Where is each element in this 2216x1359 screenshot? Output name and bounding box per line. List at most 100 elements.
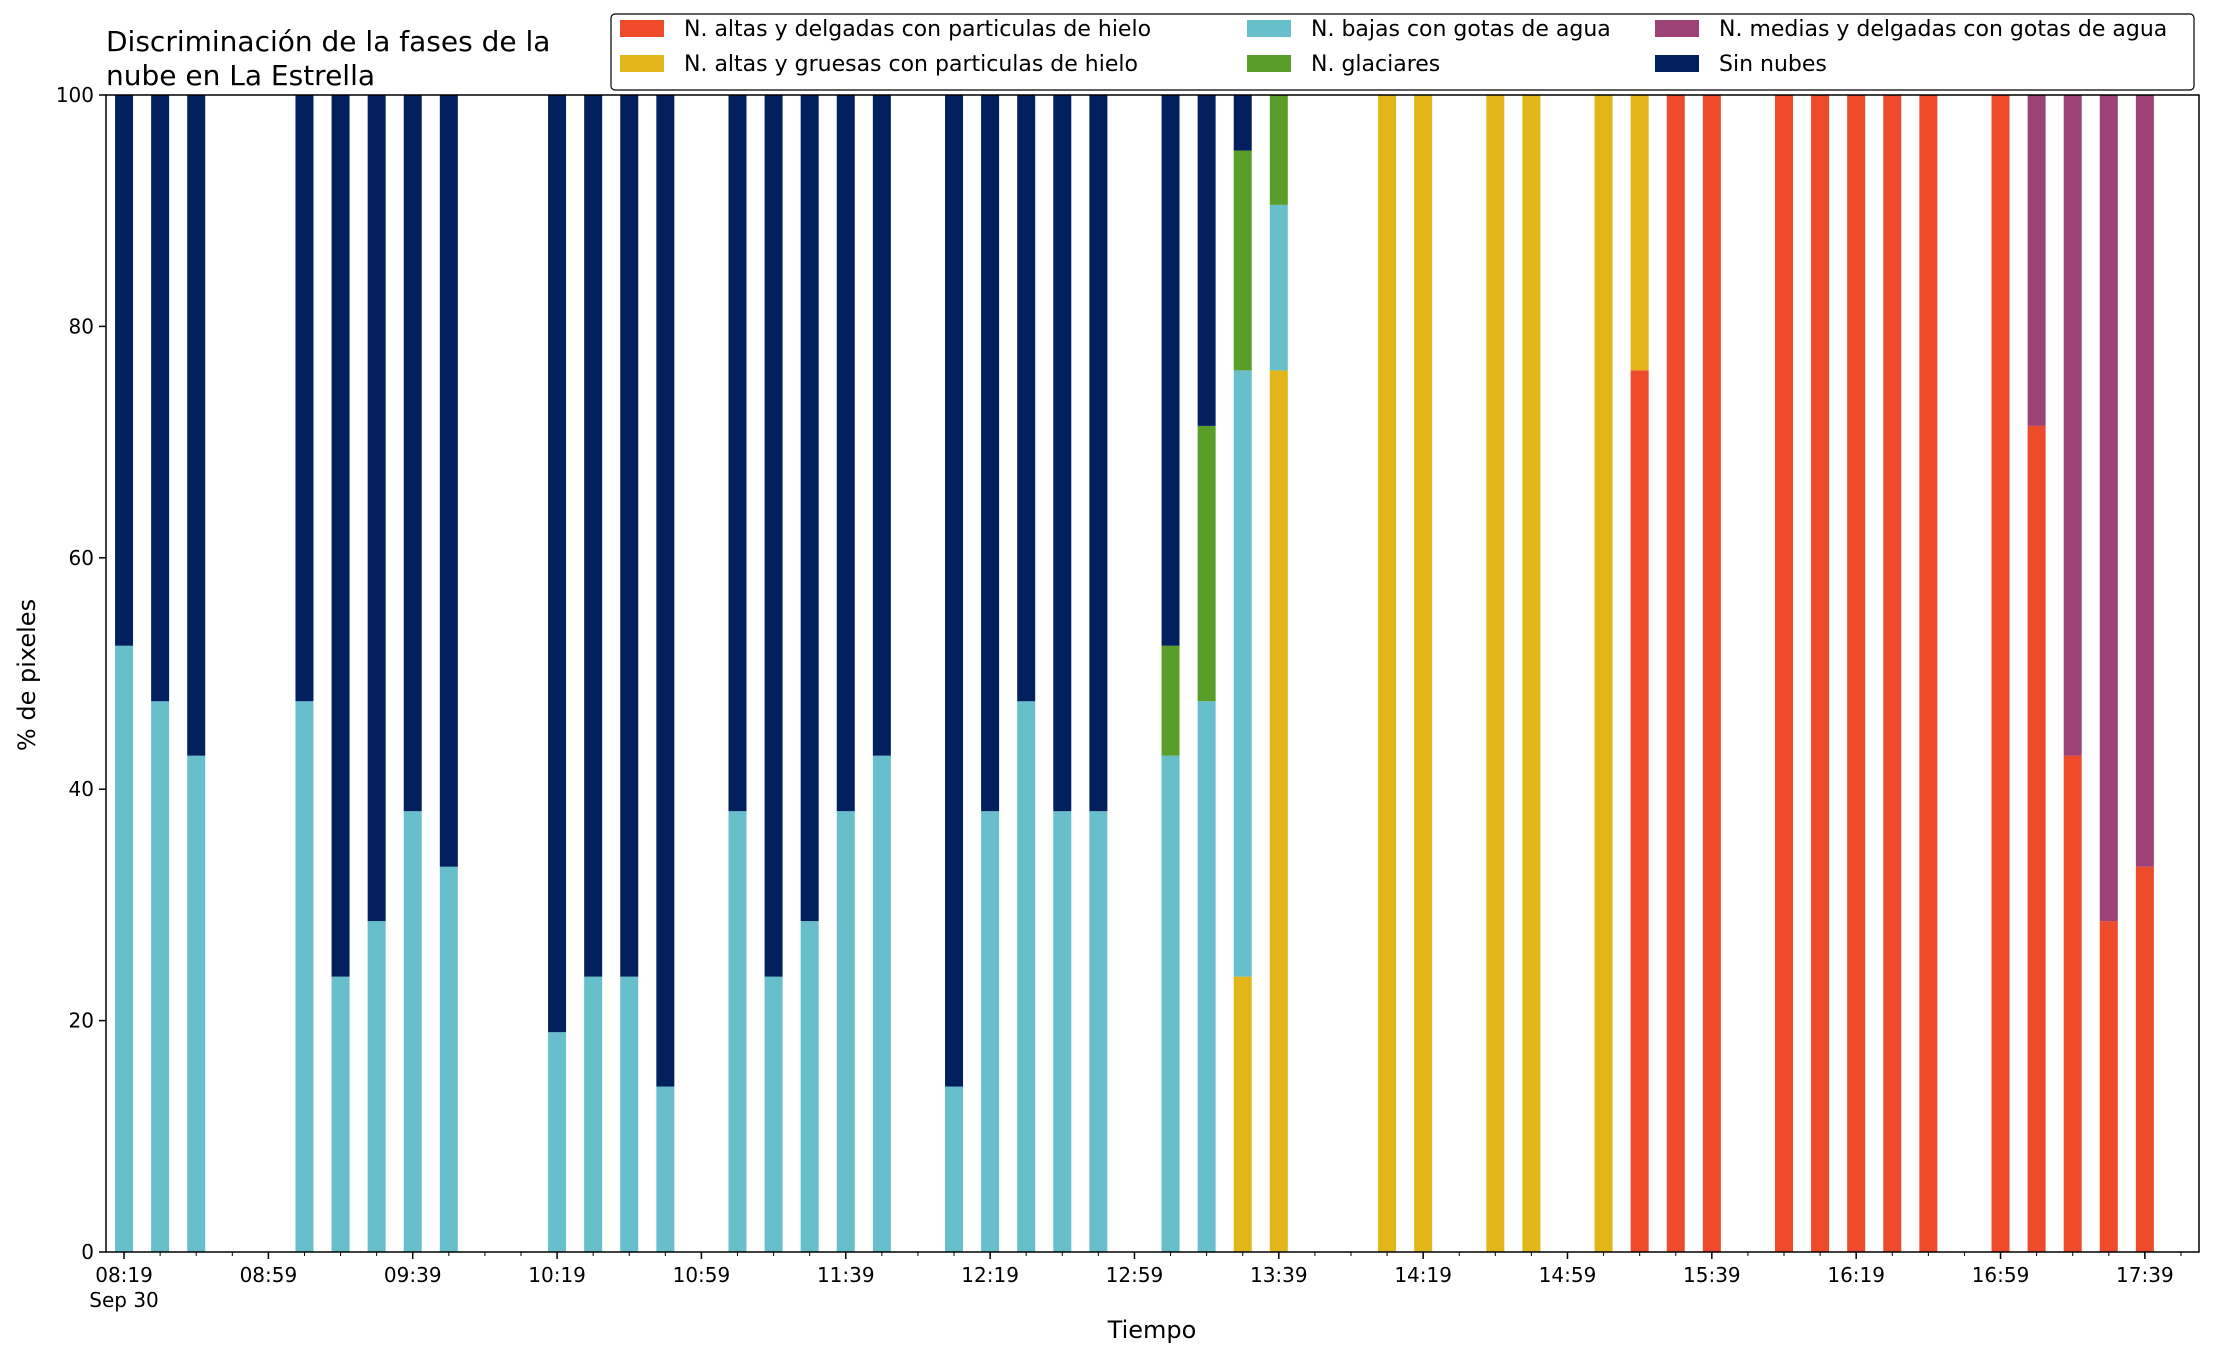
bar-stack bbox=[1197, 95, 1216, 1252]
bar-segment bbox=[1233, 976, 1252, 1252]
bar-segment bbox=[1847, 95, 1866, 1252]
bar-stack bbox=[403, 95, 422, 1252]
bar-segment bbox=[945, 1086, 964, 1252]
bar-stack bbox=[1811, 95, 1830, 1252]
bar-segment bbox=[187, 755, 206, 1252]
x-tick-label: 08:59 bbox=[240, 1263, 298, 1287]
bar-stack bbox=[548, 95, 567, 1252]
y-tick-label: 40 bbox=[69, 777, 94, 801]
bar-segment bbox=[836, 811, 855, 1252]
x-tick-label: 10:59 bbox=[673, 1263, 731, 1287]
bar-stack bbox=[1053, 95, 1072, 1252]
bar-segment bbox=[295, 701, 314, 1252]
bar-stack bbox=[367, 95, 386, 1252]
bar-segment bbox=[1594, 95, 1613, 1252]
legend-item: N. medias y delgadas con gotas de agua bbox=[1655, 17, 2167, 42]
bar-segment bbox=[620, 95, 639, 977]
bar-stack bbox=[1017, 95, 1036, 1252]
legend-label: N. bajas con gotas de agua bbox=[1311, 17, 1611, 42]
bar-stack bbox=[1702, 95, 1721, 1252]
bar-segment bbox=[295, 95, 314, 702]
bar-segment bbox=[1053, 811, 1072, 1252]
bar-segment bbox=[1775, 95, 1794, 1252]
bar-segment bbox=[1269, 204, 1288, 371]
bar-segment bbox=[1486, 95, 1505, 1252]
bar-segment bbox=[187, 95, 206, 756]
bar-segment bbox=[403, 95, 422, 812]
bar-segment bbox=[331, 976, 350, 1252]
chart-title-line-2: nube en La Estrella bbox=[106, 59, 375, 92]
bar-segment bbox=[2099, 921, 2118, 1252]
plot-frame bbox=[105, 94, 2200, 1253]
bar-stack bbox=[2099, 95, 2118, 1252]
bar-stack bbox=[656, 95, 675, 1252]
bar-segment bbox=[1161, 645, 1180, 756]
bar-segment bbox=[1017, 701, 1036, 1252]
bar-segment bbox=[1197, 425, 1216, 702]
bar-segment bbox=[872, 755, 891, 1252]
legend: N. altas y delgadas con particulas de hi… bbox=[610, 13, 2195, 91]
bar-segment bbox=[728, 811, 747, 1252]
bar-segment bbox=[1702, 95, 1721, 1252]
bar-stack bbox=[1414, 95, 1433, 1252]
x-tick-label: 10:19 bbox=[528, 1263, 586, 1287]
y-tick-label: 60 bbox=[69, 546, 94, 570]
legend-swatch bbox=[1655, 20, 1699, 37]
x-tick-label: 14:19 bbox=[1394, 1263, 1452, 1287]
bar-segment bbox=[367, 95, 386, 922]
bar-segment bbox=[1378, 95, 1397, 1252]
bar-stack bbox=[1919, 95, 1938, 1252]
bar-segment bbox=[1666, 95, 1685, 1252]
legend-label: N. altas y gruesas con particulas de hie… bbox=[684, 52, 1138, 77]
bar-segment bbox=[656, 95, 675, 1087]
bar-stack bbox=[1161, 95, 1180, 1252]
legend-label: N. altas y delgadas con particulas de hi… bbox=[684, 17, 1151, 42]
bar-segment bbox=[1233, 150, 1252, 371]
x-tick-label: 11:39 bbox=[817, 1263, 875, 1287]
bars-layer bbox=[115, 95, 2154, 1252]
bar-segment bbox=[1630, 370, 1649, 1252]
bar-stack bbox=[439, 95, 458, 1252]
bar-segment bbox=[548, 95, 567, 1033]
bar-segment bbox=[151, 95, 170, 702]
y-axis-label: % de pixeles bbox=[13, 599, 41, 751]
bar-stack bbox=[836, 95, 855, 1252]
bar-segment bbox=[548, 1032, 567, 1252]
bar-segment bbox=[439, 866, 458, 1252]
legend-item: N. bajas con gotas de agua bbox=[1247, 17, 1611, 42]
bar-segment bbox=[584, 95, 603, 977]
bar-segment bbox=[1991, 95, 2010, 1252]
bar-stack bbox=[2027, 95, 2046, 1252]
bar-stack bbox=[1666, 95, 1685, 1252]
bar-stack bbox=[2135, 95, 2154, 1252]
bar-segment bbox=[1089, 811, 1108, 1252]
y-tick-label: 100 bbox=[56, 83, 94, 107]
x-tick-label: 14:59 bbox=[1539, 1263, 1597, 1287]
bar-segment bbox=[981, 811, 1000, 1252]
bar-stack bbox=[800, 95, 819, 1252]
bar-stack bbox=[1883, 95, 1902, 1252]
bar-segment bbox=[1414, 95, 1433, 1252]
bar-stack bbox=[1089, 95, 1108, 1252]
x-tick-label: 16:19 bbox=[1827, 1263, 1885, 1287]
x-tick-label: 08:19 bbox=[95, 1263, 153, 1287]
legend-box bbox=[610, 13, 2195, 91]
bar-segment bbox=[1053, 95, 1072, 812]
bar-stack bbox=[187, 95, 206, 1252]
legend-swatch bbox=[1247, 20, 1291, 37]
bar-segment bbox=[1197, 95, 1216, 426]
bar-segment bbox=[1233, 95, 1252, 151]
bar-stack bbox=[728, 95, 747, 1252]
bar-segment bbox=[439, 95, 458, 867]
bar-segment bbox=[2027, 425, 2046, 1252]
bar-segment bbox=[584, 976, 603, 1252]
bar-stack bbox=[1630, 95, 1649, 1252]
bar-segment bbox=[620, 976, 639, 1252]
bar-stack bbox=[295, 95, 314, 1252]
bar-segment bbox=[2063, 755, 2082, 1252]
bar-stack bbox=[115, 95, 134, 1252]
bar-stack bbox=[1486, 95, 1505, 1252]
y-tick-label: 80 bbox=[69, 314, 94, 338]
bar-segment bbox=[403, 811, 422, 1252]
